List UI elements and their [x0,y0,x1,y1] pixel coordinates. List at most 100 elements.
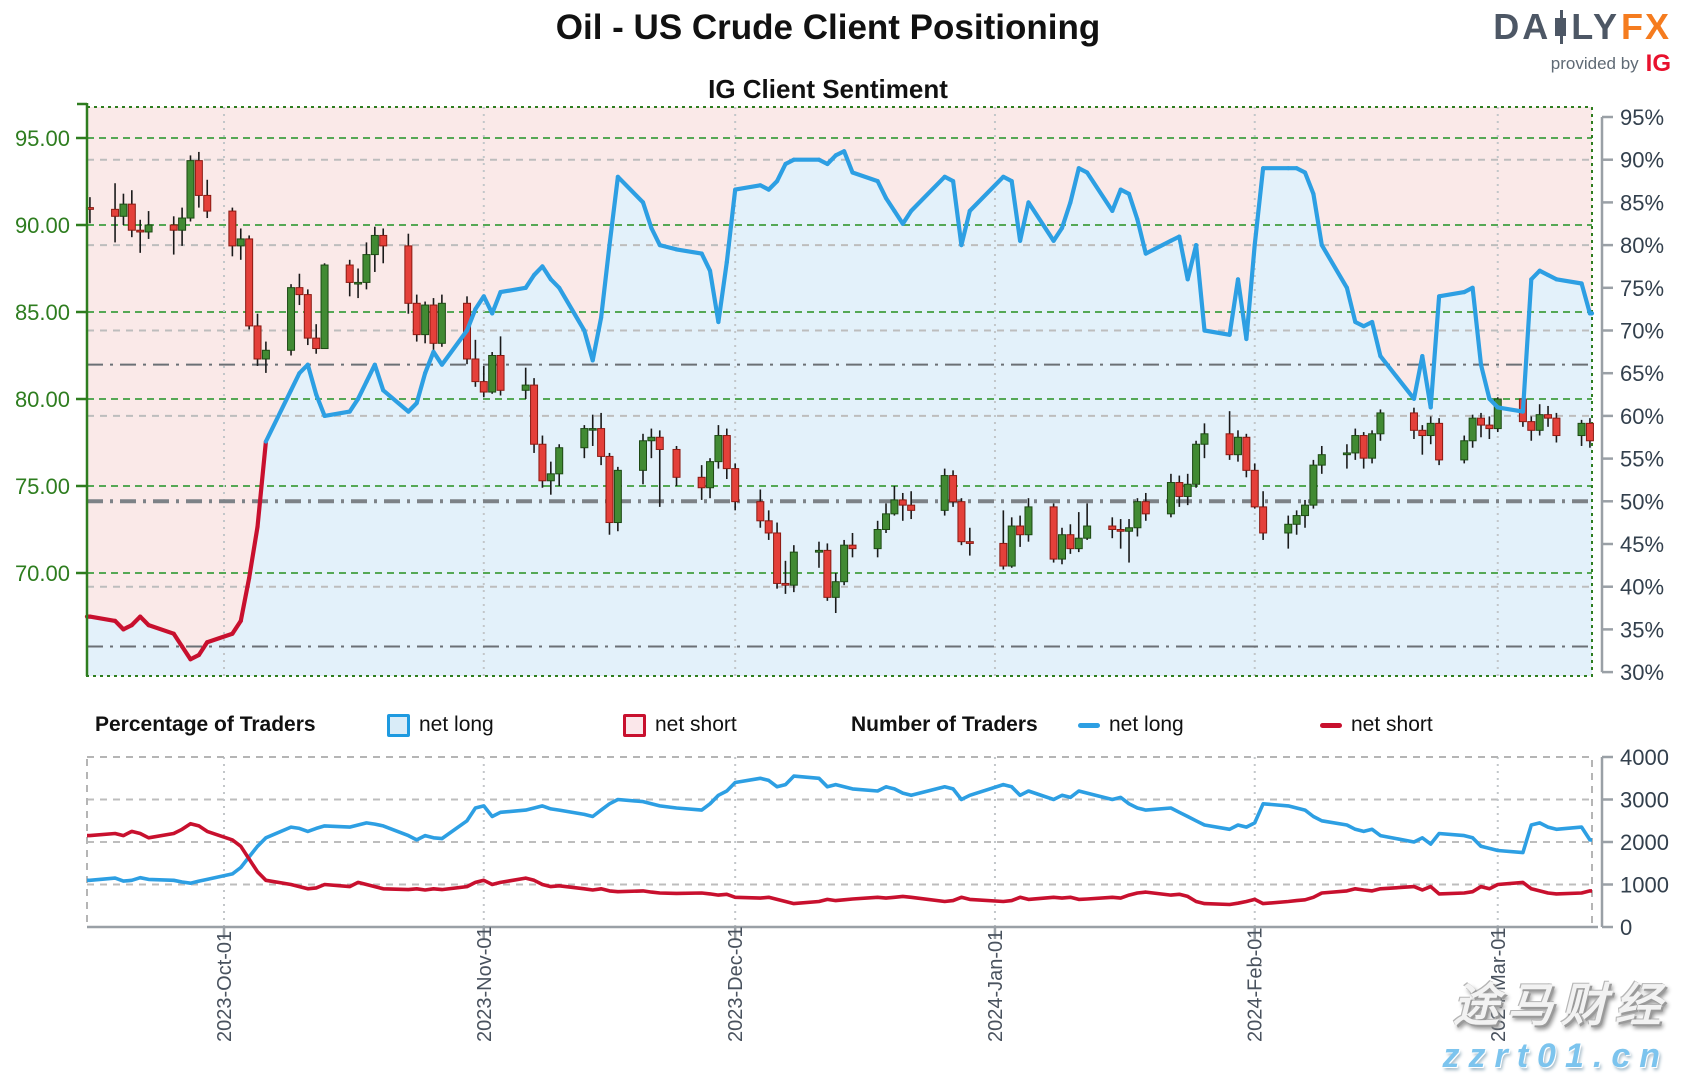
candle-body [1225,433,1234,456]
candle-body [555,447,564,475]
pct-line-segment [171,631,185,649]
candle-body [194,160,203,196]
candle-body [1200,433,1209,445]
pct-line-segment [1470,285,1484,367]
candle-body [530,384,539,445]
legend-num-title: Number of Traders [851,713,1038,736]
right-pct-axis: 95% 90% 85% 80% 75% 70% 65% 60% 55% 50% 45% 40% 35% 3… [1600,105,1664,685]
date-label: 2023-Oct-01 [214,931,236,1042]
pct-line-segment [205,631,235,645]
pct-line-segment [883,196,897,213]
legend-num-net-long: net long [1078,703,1184,747]
pct-line-segment [598,243,612,320]
pct-tick-label: 85% [1620,190,1664,215]
candle-body [1359,435,1368,459]
candle-body [647,436,656,442]
pct-line-segment [892,208,905,226]
candle-body [965,541,974,544]
pct-line-segment [733,183,763,192]
pct-line-segment [196,640,210,658]
candle-body [1284,523,1293,534]
pct-tick-label: 95% [1620,105,1664,130]
pct-tick-label: 40% [1620,575,1664,600]
candle-body [186,160,195,219]
legend-pct-net-short: net short [623,703,737,747]
candle-body [1083,525,1092,539]
pct-tick-label: 45% [1620,532,1664,557]
candle-body [421,304,430,336]
traders-net-long-line [87,774,1592,886]
candle-body [261,349,270,360]
pct-line-segment [850,170,880,184]
candle-body [731,468,740,503]
pct-line-segment [582,328,595,363]
pct-line-segment [557,285,587,333]
pct-tick-label: 50% [1620,489,1664,514]
candle-body [127,203,136,231]
pct-line-segment [950,179,964,248]
candle-body [907,504,916,511]
traders-count-panel: 2023-Oct-01 2023-Nov-01 2023-Dec-01 2024-Ja… [86,756,1598,1042]
candle-body [1007,525,1016,567]
count-tick-label: 3000 [1620,788,1669,813]
pct-line-segment [87,614,118,624]
candle-body [287,287,296,351]
pct-line-segment [381,388,411,414]
price-tick-label: 90.00 [15,213,70,238]
pct-line-segment [1369,319,1383,359]
candle-body [613,469,622,524]
pct-tick-label: 35% [1620,617,1664,642]
pct-line-segment [707,268,721,325]
candle-body [1166,482,1175,515]
pct-line-segment [900,208,914,226]
candle-body [1259,506,1268,534]
pct-line-segment [364,362,377,384]
candle-body [848,544,857,550]
candle-body [1485,424,1494,430]
count-tick-label: 0 [1620,915,1632,940]
candle-body [362,254,371,283]
pct-line-segment [1126,191,1140,222]
pct-line-segment [875,179,889,201]
candle-body [1376,412,1385,435]
candle-body [1074,537,1083,550]
candle-body [1468,417,1477,442]
logo-text-fx: FX [1620,6,1671,47]
pct-line-segment [1143,238,1174,256]
candle-body [672,448,681,478]
pct-line-segment [1051,225,1065,243]
candle-body [898,499,907,506]
candlestick-series [85,151,1594,614]
date-label: 2024-Jan-01 [985,930,1007,1042]
candle-body [370,234,379,256]
main-gridlines [87,107,1592,676]
candle-body [1016,525,1025,536]
candle-body [1368,433,1377,459]
candle-body [1552,417,1561,437]
pct-line-segment [1411,354,1425,401]
candle-body [655,436,664,450]
blue-line-swatch-icon [1078,722,1100,728]
candle-body [538,443,547,482]
pct-line-segment [649,225,662,248]
candle-body [722,435,731,470]
candle-body [479,381,488,393]
ig-logo: IG [1645,50,1671,77]
candle-body [873,529,882,550]
candle-body [823,549,832,598]
pct-line-segment [1017,200,1031,243]
candle-body [295,287,304,296]
candle-body [949,475,958,503]
pct-line-segment [1478,362,1492,401]
pct-line-segment [263,388,294,444]
candle-body [1477,417,1485,426]
pct-line-segment [1252,166,1266,248]
candle-body [773,532,782,584]
pct-line-segment [724,187,738,265]
legend-pct-title: Percentage of Traders [95,713,316,736]
pct-line-segment [1177,234,1190,282]
candle-body [1577,422,1586,437]
pct-line-segment [490,290,503,316]
price-tick-label: 95.00 [15,126,70,151]
candle-body [178,217,187,231]
